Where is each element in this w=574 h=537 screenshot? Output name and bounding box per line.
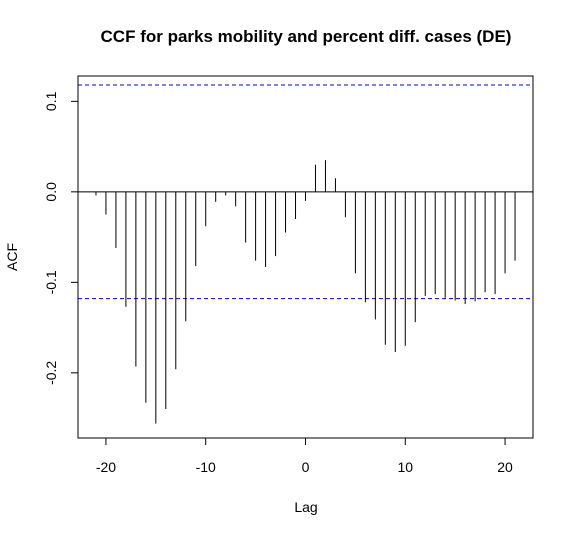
x-axis-label: Lag <box>294 499 317 515</box>
x-tick-label: 10 <box>397 459 413 475</box>
y-tick-label: -0.2 <box>43 361 59 385</box>
y-tick-label: 0.1 <box>43 91 59 111</box>
y-tick-label: 0.0 <box>43 182 59 202</box>
x-axis: -20 -10 0 10 20 <box>96 438 513 475</box>
x-tick-label: -20 <box>96 459 116 475</box>
x-tick-label: 20 <box>497 459 513 475</box>
y-axis-label: ACF <box>4 243 20 271</box>
chart-title: CCF for parks mobility and percent diff.… <box>101 27 512 46</box>
y-axis: 0.1 0.0 -0.1 -0.2 <box>43 91 78 385</box>
x-tick-label: 0 <box>302 459 310 475</box>
y-tick-label: -0.1 <box>43 270 59 294</box>
confidence-bounds <box>78 84 533 300</box>
x-tick-label: -10 <box>196 459 216 475</box>
ccf-bars <box>95 160 516 424</box>
